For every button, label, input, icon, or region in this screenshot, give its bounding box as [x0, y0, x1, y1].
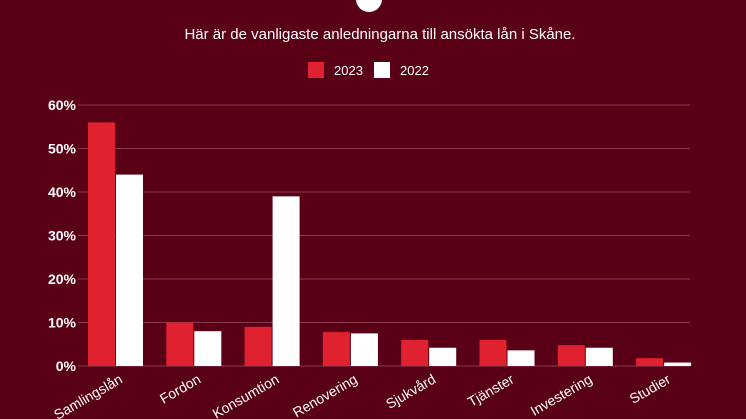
bar-2023-0 [88, 122, 115, 367]
y-tick-label: 0% [56, 358, 77, 374]
y-axis-ticks: 0% 10% 20% 30% 40% 50% 60% [48, 97, 77, 374]
legend-label-2022: 2022 [400, 63, 429, 78]
y-tick-label: 50% [48, 141, 77, 157]
y-tick-label: 10% [48, 315, 77, 331]
y-tick-label: 40% [48, 184, 77, 200]
bar-2023-3 [322, 332, 350, 366]
bar-2023-6 [557, 345, 585, 366]
legend-swatch-2023 [308, 62, 324, 78]
x-axis-labels: Samlingslån Fordon Konsumtion Renovering Sju… [51, 371, 673, 419]
bar-2023-1 [166, 322, 194, 366]
legend: 2023 2022 [308, 62, 429, 78]
bar-2023-4 [401, 339, 429, 366]
y-tick-label: 30% [48, 228, 77, 244]
y-tick-label: 60% [48, 97, 77, 113]
bar-2022-5 [507, 350, 535, 366]
chart-title: Här är de vanligaste anledningarna till … [184, 26, 575, 43]
x-tick-label: Sjukvård [383, 371, 438, 412]
bar-2022-3 [350, 333, 378, 366]
y-tick-label: 20% [48, 271, 77, 287]
x-tick-label: Tjänster [465, 371, 517, 410]
bar-2023-2 [244, 326, 272, 366]
logo-mark [356, 0, 382, 12]
bar-2022-6 [585, 347, 613, 366]
x-tick-label: Studier [627, 371, 674, 407]
x-tick-label: Samlingslån [51, 371, 125, 419]
bar-2023-7 [636, 358, 664, 366]
x-tick-label: Fordon [157, 371, 203, 407]
x-tick-label: Investering [527, 371, 594, 419]
bar-2022-4 [429, 347, 457, 366]
x-tick-label: Renovering [290, 371, 360, 419]
bar-2022-1 [194, 331, 222, 366]
bar-2023-5 [479, 339, 507, 366]
legend-label-2023: 2023 [334, 63, 363, 78]
bar-2022-0 [116, 174, 143, 366]
x-tick-label: Konsumtion [210, 371, 282, 419]
bars [88, 122, 692, 367]
legend-swatch-2022 [374, 62, 390, 78]
bar-2022-7 [664, 362, 692, 366]
bar-2022-2 [272, 196, 300, 366]
